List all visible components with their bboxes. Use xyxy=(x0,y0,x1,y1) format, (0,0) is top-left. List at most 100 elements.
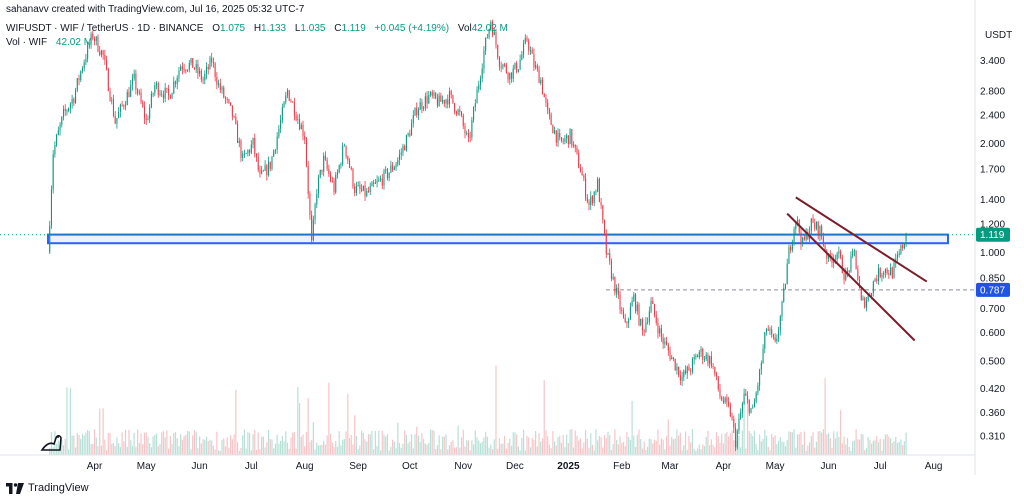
candle xyxy=(137,88,139,96)
candle xyxy=(702,347,704,365)
volume-bar xyxy=(607,431,609,455)
candle xyxy=(462,113,464,130)
candle xyxy=(273,149,275,157)
symbol-legend[interactable]: WIFUSDT · WIF / TetherUS · 1D · BINANCE … xyxy=(6,22,508,50)
candle xyxy=(211,52,213,67)
price-tick-label: 2.800 xyxy=(980,86,1005,97)
volume-bar xyxy=(49,447,51,455)
candle xyxy=(121,100,123,107)
price-tick-label: 2.000 xyxy=(980,139,1005,150)
candle xyxy=(767,325,769,332)
volume-bar xyxy=(829,438,831,455)
candle xyxy=(311,210,313,245)
volume-bar xyxy=(571,429,573,455)
volume-bar xyxy=(359,445,361,455)
high-label: H xyxy=(253,23,262,34)
volume-bar xyxy=(869,439,871,455)
candle xyxy=(497,44,499,60)
volume-bar xyxy=(547,436,549,455)
volume-bar xyxy=(853,440,855,455)
candle xyxy=(455,110,457,117)
volume-bar xyxy=(612,444,614,455)
volume-bar xyxy=(202,439,204,455)
candle xyxy=(78,74,80,86)
candle xyxy=(349,157,351,169)
volume-bar xyxy=(455,447,457,455)
volume-bar xyxy=(205,436,208,455)
candle xyxy=(771,325,773,338)
time-axis[interactable]: Apr May Jun Jul Aug Sep Oct Nov Dec 2025 Feb Mar Apr… xyxy=(87,461,943,472)
volume-bar xyxy=(400,447,402,455)
volume-bar xyxy=(121,432,123,455)
volume-bar xyxy=(410,434,413,455)
candle xyxy=(678,366,680,378)
volume-indicator-label[interactable]: Vol · WIF xyxy=(6,37,48,48)
support-zone-rectangle[interactable] xyxy=(47,233,949,245)
candle xyxy=(164,83,166,103)
candle xyxy=(502,63,504,70)
candle xyxy=(138,89,140,96)
candle xyxy=(221,86,223,94)
volume-bar xyxy=(140,433,142,455)
candle xyxy=(183,63,185,73)
wedge-lower-trendline[interactable] xyxy=(786,212,916,342)
tradingview-footer[interactable]: TradingView xyxy=(6,482,89,494)
volume-bar xyxy=(66,387,68,455)
candle xyxy=(510,72,513,83)
candle xyxy=(212,57,214,68)
candle xyxy=(400,148,402,160)
candle xyxy=(404,144,406,151)
volume-bar xyxy=(733,440,735,455)
volume-bar xyxy=(584,429,587,455)
volume-bar xyxy=(214,449,216,455)
volume-bar xyxy=(319,445,321,455)
candle xyxy=(428,91,430,105)
volume-bar xyxy=(566,434,568,455)
volume-bar xyxy=(815,441,818,455)
time-tick-label: Feb xyxy=(613,461,631,472)
candle xyxy=(118,107,120,119)
price-tick-label: 2.400 xyxy=(980,111,1005,122)
volume-bar xyxy=(522,429,525,455)
low-label: L xyxy=(294,23,301,34)
candle xyxy=(576,145,578,155)
time-tick-label: Jul xyxy=(245,461,258,472)
volume-bar xyxy=(631,400,633,455)
candle xyxy=(638,302,640,327)
volume-bar xyxy=(143,432,146,455)
volume-bar xyxy=(211,440,213,455)
candle xyxy=(716,371,718,381)
candle xyxy=(805,227,807,242)
wedge-upper-trendline[interactable] xyxy=(795,196,928,283)
candle xyxy=(100,49,102,58)
candle xyxy=(800,228,802,250)
volume-bar xyxy=(293,432,295,455)
candle xyxy=(509,72,511,85)
price-tick-label: 0.500 xyxy=(980,357,1005,368)
volume-bar xyxy=(76,433,78,455)
volume-bar xyxy=(185,434,187,455)
volume-bar xyxy=(693,448,695,455)
candle xyxy=(521,51,523,61)
volume-bar xyxy=(865,448,868,455)
candle xyxy=(271,155,273,171)
volume-bar xyxy=(83,435,85,455)
price-axis[interactable]: 3.400 2.800 2.400 2.000 1.700 1.400 1.200 1.000… xyxy=(980,56,1005,443)
candle xyxy=(707,352,709,367)
candle xyxy=(371,180,373,187)
candle xyxy=(355,181,357,196)
volume-bar xyxy=(169,436,171,455)
candle xyxy=(376,175,378,188)
volume-bar xyxy=(724,433,726,455)
candle xyxy=(726,394,728,407)
volume-bar xyxy=(800,432,802,455)
volume-bar xyxy=(583,442,585,455)
symbol-title[interactable]: WIFUSDT · WIF / TetherUS · 1D · BINANCE xyxy=(6,23,204,34)
candle xyxy=(474,99,476,112)
volume-bar xyxy=(224,446,227,455)
candle xyxy=(626,321,628,328)
candle xyxy=(123,104,125,110)
volume-bar xyxy=(304,446,306,455)
candle xyxy=(307,160,309,199)
